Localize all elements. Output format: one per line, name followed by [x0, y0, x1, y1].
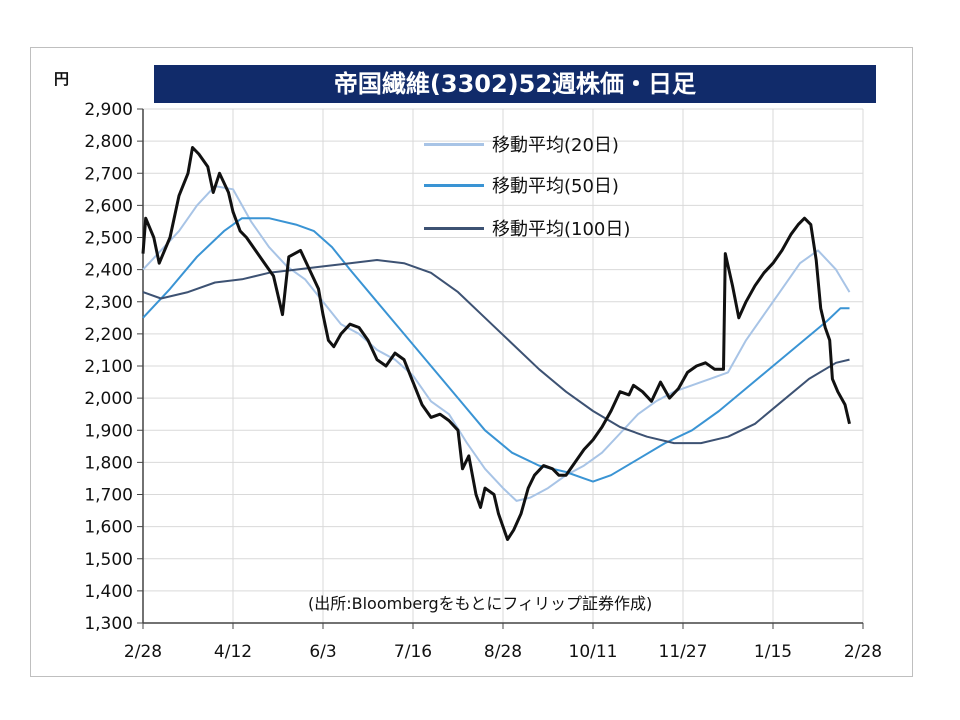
legend-swatch-ma20 [424, 143, 484, 146]
y-tick-label: 2,300 [84, 293, 133, 313]
y-tick-label: 1,800 [84, 453, 133, 473]
legend-label-ma20: 移動平均(20日) [492, 135, 619, 156]
series-lines [141, 146, 851, 541]
y-tick-label: 1,500 [84, 550, 133, 570]
legend-label-ma50: 移動平均(50日) [492, 176, 619, 197]
y-tick-label: 2,600 [84, 196, 133, 216]
x-tick-label: 1/15 [754, 642, 792, 662]
legend-swatch-ma50 [424, 184, 484, 187]
y-tick-label: 2,000 [84, 389, 133, 409]
x-tick-label: 6/3 [309, 642, 336, 662]
y-tick-label: 1,600 [84, 518, 133, 538]
y-unit-label: 円 [54, 70, 70, 88]
ma-line-3 [142, 259, 850, 445]
y-tick-label: 2,500 [84, 229, 133, 249]
y-tick-label: 1,700 [84, 486, 133, 506]
y-tick-label: 2,800 [84, 132, 133, 152]
y-tick-label: 2,100 [84, 357, 133, 377]
y-tick-label: 1,900 [84, 421, 133, 441]
x-tick-label: 2/28 [124, 642, 162, 662]
x-tick-label: 8/28 [484, 642, 522, 662]
y-tick-label: 1,400 [84, 582, 133, 602]
gridlines [143, 108, 864, 624]
x-tick-label: 4/12 [214, 642, 252, 662]
chart-title-banner: 帝国繊維(3302)52週株価・日足 [154, 65, 876, 103]
y-tick-labels: 2,900 2,800 2,700 2,600 2,500 2,400 2,300 2,200… [84, 100, 133, 634]
legend-label-ma100: 移動平均(100日) [492, 219, 631, 240]
ma-line-1 [142, 185, 851, 502]
legend-swatch-ma100 [424, 227, 484, 230]
y-tick-label: 1,300 [84, 614, 133, 634]
x-tick-label: 11/27 [659, 642, 708, 662]
x-tick-label: 2/28 [844, 642, 882, 662]
y-tick-label: 2,700 [84, 164, 133, 184]
y-tick-label: 2,400 [84, 261, 133, 281]
chart-title: 帝国繊維(3302)52週株価・日足 [333, 70, 697, 98]
price-line [141, 146, 851, 541]
x-tick-label: 10/11 [569, 642, 618, 662]
chart-frame [30, 47, 913, 677]
y-tick-label: 2,900 [84, 100, 133, 120]
ma-line-2 [142, 217, 850, 483]
source-note: (出所:Bloombergをもとにフィリップ証券作成) [308, 594, 653, 613]
axes [137, 108, 864, 629]
x-tick-labels: 2/28 4/12 6/3 7/16 8/28 10/11 11/27 1/15 2/28 [124, 642, 882, 662]
y-tick-label: 2,200 [84, 325, 133, 345]
x-tick-label: 7/16 [394, 642, 432, 662]
